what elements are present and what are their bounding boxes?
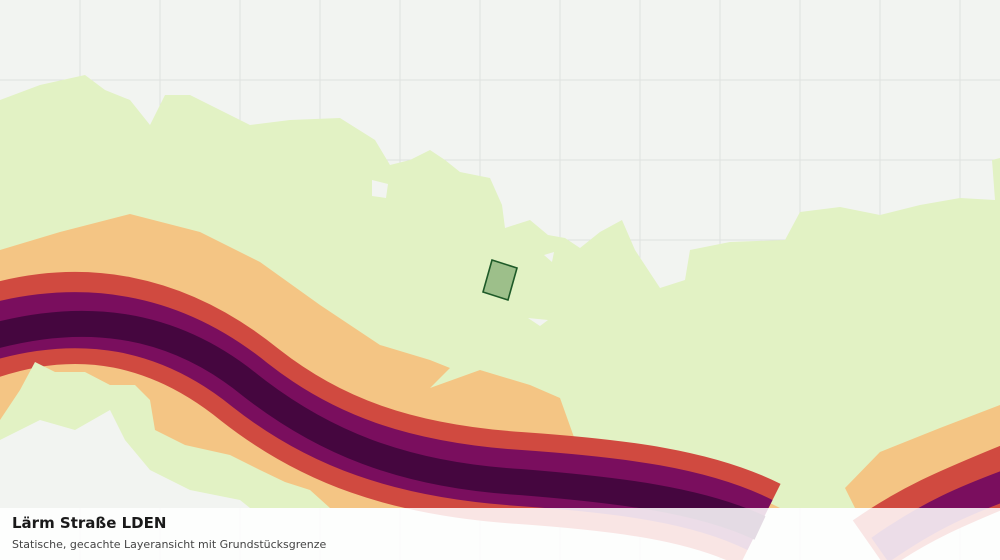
parcel-boundary	[482, 258, 518, 302]
caption-title: Lärm Straße LDEN	[12, 514, 166, 532]
noise-zone-gap-south	[0, 410, 250, 508]
caption-subtitle: Statische, gecachte Layeransicht mit Gru…	[12, 538, 327, 551]
caption-panel	[0, 508, 1000, 560]
noise-zone-orange	[0, 214, 780, 508]
